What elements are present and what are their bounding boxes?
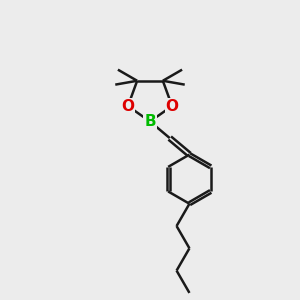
Text: O: O	[122, 99, 134, 114]
Text: B: B	[144, 114, 156, 129]
Text: O: O	[166, 99, 178, 114]
